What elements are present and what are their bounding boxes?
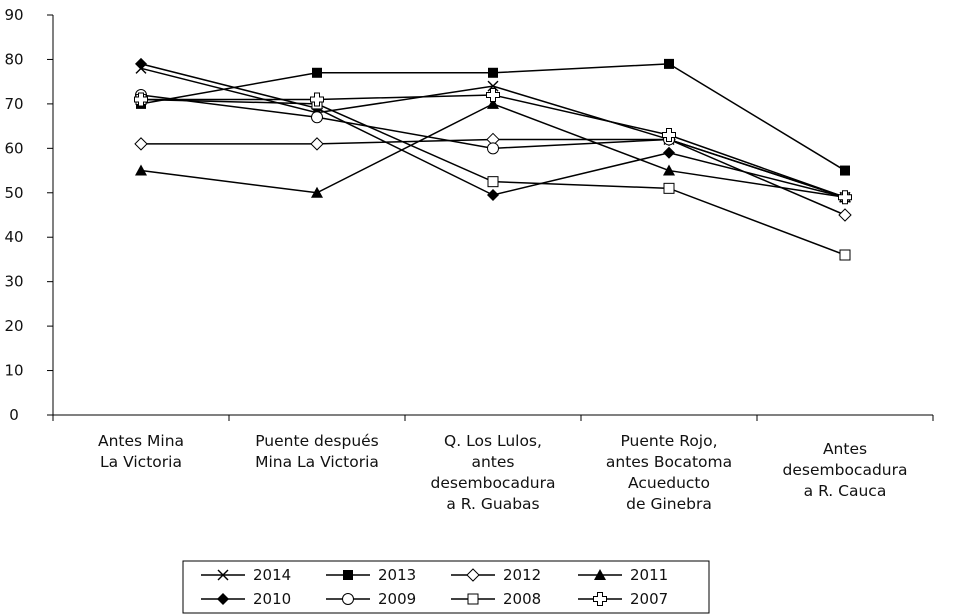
y-tick-label: 70 xyxy=(4,95,23,113)
legend-marker xyxy=(466,568,480,582)
y-tick-label: 10 xyxy=(4,362,23,380)
y-tick-label: 50 xyxy=(4,184,23,202)
data-point-2007 xyxy=(486,88,500,102)
x-tick-label-line: antes xyxy=(471,453,514,471)
legend-marker xyxy=(217,593,229,605)
x-tick-label: Antes desembocadura a R. Cauca xyxy=(783,440,908,500)
x-tick-label-line: La Victoria xyxy=(100,453,182,471)
data-point-2013 xyxy=(664,58,674,69)
legend-label: 2007 xyxy=(630,590,668,608)
legend-label: 2009 xyxy=(378,590,416,608)
legend-item-2007: 2007 xyxy=(578,590,668,608)
data-point-2007 xyxy=(310,92,324,107)
series-2013 xyxy=(136,58,850,176)
data-point-2012 xyxy=(134,137,148,151)
series-2007 xyxy=(134,88,852,205)
data-point-2008 xyxy=(839,249,851,261)
y-tick-label: 20 xyxy=(4,317,23,335)
x-tick-label-line: Antes Mina xyxy=(98,432,184,450)
x-tick-label-line: a R. Cauca xyxy=(804,482,887,500)
legend-marker xyxy=(594,569,606,580)
legend-marker xyxy=(342,593,354,605)
legend: 2014 2013 2012 2011 2010 2009 2008 2007 xyxy=(182,560,710,614)
x-tick-label: Puente después Mina La Victoria xyxy=(255,432,379,471)
axes: 0 10 20 30 40 50 60 70 80 90 Antes Mina La Victori… xyxy=(4,6,934,513)
x-tick-label-line: desembocadura xyxy=(431,474,556,492)
x-tick-label-line: Antes xyxy=(823,440,867,458)
legend-marker xyxy=(467,593,479,605)
legend-label: 2011 xyxy=(630,566,668,584)
x-tick-label-line: a R. Guabas xyxy=(446,495,539,513)
legend-item-2009: 2009 xyxy=(326,590,416,608)
data-point-2008 xyxy=(487,176,499,188)
data-point-2013 xyxy=(488,67,498,78)
x-tick-label-line: de Ginebra xyxy=(626,495,712,513)
legend-item-2008: 2008 xyxy=(451,590,541,608)
data-point-2014 xyxy=(487,80,499,92)
y-tick-label: 40 xyxy=(4,228,23,246)
legend-marker xyxy=(593,592,607,606)
legend-box xyxy=(182,560,710,614)
data-point-2011 xyxy=(311,186,323,198)
data-point-2012 xyxy=(310,137,324,151)
x-ticks: Antes Mina La Victoria Puente después Mina … xyxy=(52,415,934,513)
x-tick-label: Antes Mina La Victoria xyxy=(98,432,184,471)
x-tick-label: Puente Rojo, antes Bocatoma Acueducto de Gi… xyxy=(606,432,732,513)
data-point-2013 xyxy=(312,67,322,78)
y-tick-label: 30 xyxy=(4,273,23,291)
series-2008 xyxy=(135,93,851,261)
y-tick-label: 60 xyxy=(4,139,23,157)
x-tick-label-line: Acueducto xyxy=(628,474,710,492)
x-tick-label-line: Q. Los Lulos, xyxy=(444,432,542,450)
data-point-2012 xyxy=(838,208,852,222)
data-point-2011 xyxy=(487,97,499,109)
legend-label: 2013 xyxy=(378,566,416,584)
legend-marker xyxy=(217,569,229,581)
data-point-2009 xyxy=(311,111,323,124)
y-tick-label: 80 xyxy=(4,50,23,68)
data-point-2011 xyxy=(135,164,147,176)
legend-label: 2010 xyxy=(253,590,291,608)
legend-item-2012: 2012 xyxy=(451,566,541,584)
legend-item-2011: 2011 xyxy=(578,566,668,584)
data-point-2008 xyxy=(663,182,675,194)
y-tick-label: 90 xyxy=(4,6,23,24)
legend-label: 2014 xyxy=(253,566,291,584)
legend-marker xyxy=(343,570,353,580)
data-point-2009 xyxy=(487,142,499,155)
legend-item-2013: 2013 xyxy=(326,566,416,584)
x-tick-label-line: Mina La Victoria xyxy=(255,453,379,471)
x-tick-label: Q. Los Lulos, antes desembocadura a R. Guab… xyxy=(431,432,556,513)
data-point-2011 xyxy=(663,164,675,176)
x-tick-label-line: Puente después xyxy=(255,432,379,450)
y-ticks: 0 10 20 30 40 50 60 70 80 90 xyxy=(4,6,53,424)
data-point-2010 xyxy=(135,57,147,70)
data-point-2007 xyxy=(838,190,852,205)
data-point-2007 xyxy=(134,92,148,107)
series-line-2013 xyxy=(140,63,846,172)
x-tick-label-line: desembocadura xyxy=(783,461,908,479)
legend-item-2014: 2014 xyxy=(201,566,291,584)
x-tick-label-line: Puente Rojo, xyxy=(620,432,717,450)
legend-label: 2012 xyxy=(503,566,541,584)
data-point-2010 xyxy=(487,189,499,201)
x-tick-label-line: antes Bocatoma xyxy=(606,453,732,471)
legend-label: 2008 xyxy=(503,590,541,608)
data-point-2013 xyxy=(840,165,850,176)
data-point-2007 xyxy=(662,128,676,142)
data-point-2010 xyxy=(663,146,675,159)
legend-item-2010: 2010 xyxy=(201,590,291,608)
y-tick-label: 0 xyxy=(9,406,19,424)
series-layer xyxy=(134,57,852,261)
